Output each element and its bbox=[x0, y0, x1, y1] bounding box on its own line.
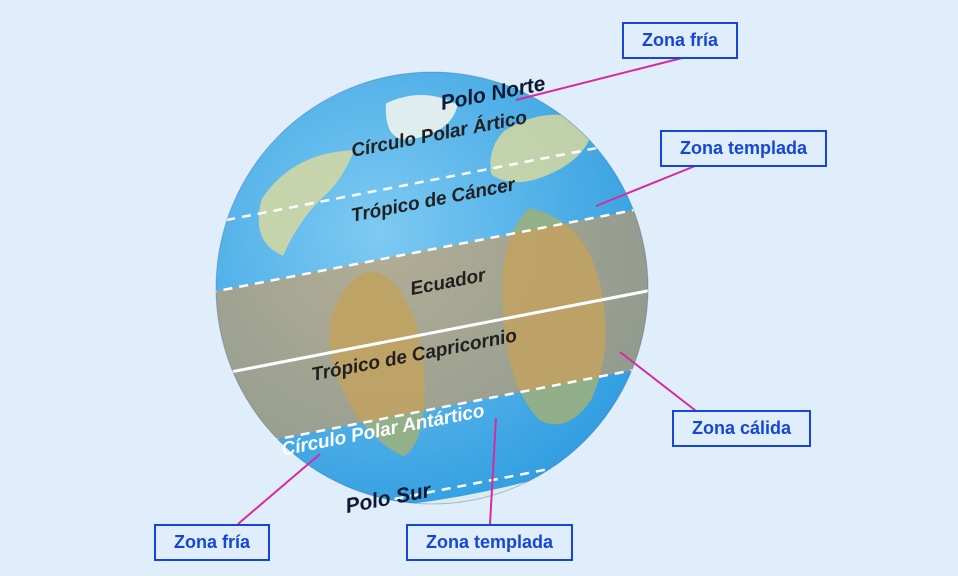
zone-box-templada-bot: Zona templada bbox=[406, 524, 573, 561]
climate-zones-diagram: Círculo Polar Ártico Trópico de Cáncer E… bbox=[0, 0, 958, 576]
zone-box-calida: Zona cálida bbox=[672, 410, 811, 447]
zone-box-fria-bot: Zona fría bbox=[154, 524, 270, 561]
zone-box-templada-top: Zona templada bbox=[660, 130, 827, 167]
zone-box-fria-top: Zona fría bbox=[622, 22, 738, 59]
